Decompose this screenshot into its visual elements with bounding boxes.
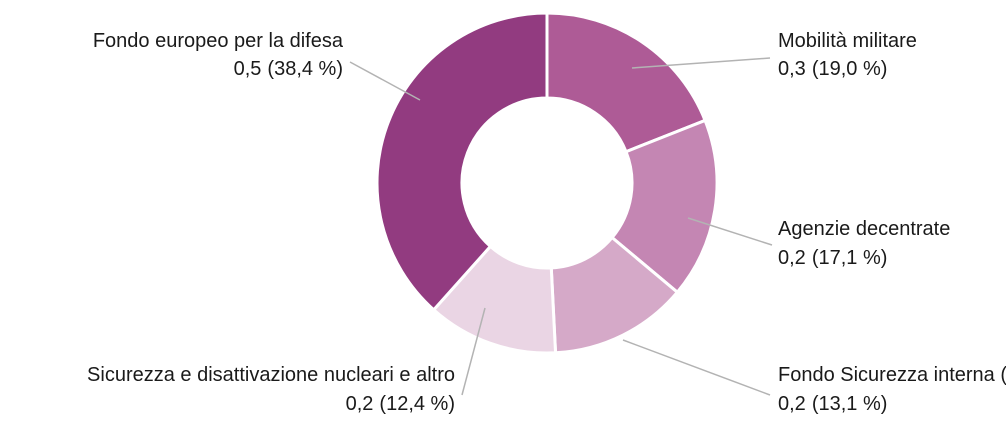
- amount-label: 0,2: [778, 393, 806, 415]
- leader-line: [461, 307, 486, 396]
- amount-label: 0,2: [778, 247, 806, 269]
- percent-label: (19,0 %): [812, 58, 888, 80]
- slice-value-label: 0,2 (17,1 %): [778, 247, 887, 269]
- amount-label: 0,5: [234, 58, 262, 80]
- leader-line: [631, 57, 771, 69]
- donut-slice: [375, 11, 549, 312]
- slice-value-label: 0,5 (38,4 %): [234, 58, 343, 80]
- percent-label: (17,1 %): [812, 247, 888, 269]
- leader-line: [349, 61, 421, 101]
- percent-label: (38,4 %): [267, 58, 343, 80]
- slice-value-label: 0,3 (19,0 %): [778, 58, 887, 80]
- percent-label: (13,1 %): [812, 393, 888, 415]
- donut-slice: [610, 118, 719, 295]
- amount-label: 0,2: [346, 393, 374, 415]
- slice-label: Fondo Sicurezza interna (ISF): [778, 364, 1006, 386]
- slice-label: Agenzie decentrate: [778, 218, 950, 240]
- leader-line: [687, 217, 773, 246]
- slice-label: Sicurezza e disattivazione nucleari e al…: [87, 364, 455, 386]
- donut-slice: [545, 11, 708, 154]
- leader-line: [622, 339, 771, 396]
- percent-label: (12,4 %): [379, 393, 455, 415]
- slice-label: Mobilità militare: [778, 30, 917, 52]
- slice-value-label: 0,2 (13,1 %): [778, 393, 887, 415]
- amount-label: 0,3: [778, 58, 806, 80]
- slice-value-label: 0,2 (12,4 %): [346, 393, 455, 415]
- slice-label: Fondo europeo per la difesa: [93, 30, 344, 52]
